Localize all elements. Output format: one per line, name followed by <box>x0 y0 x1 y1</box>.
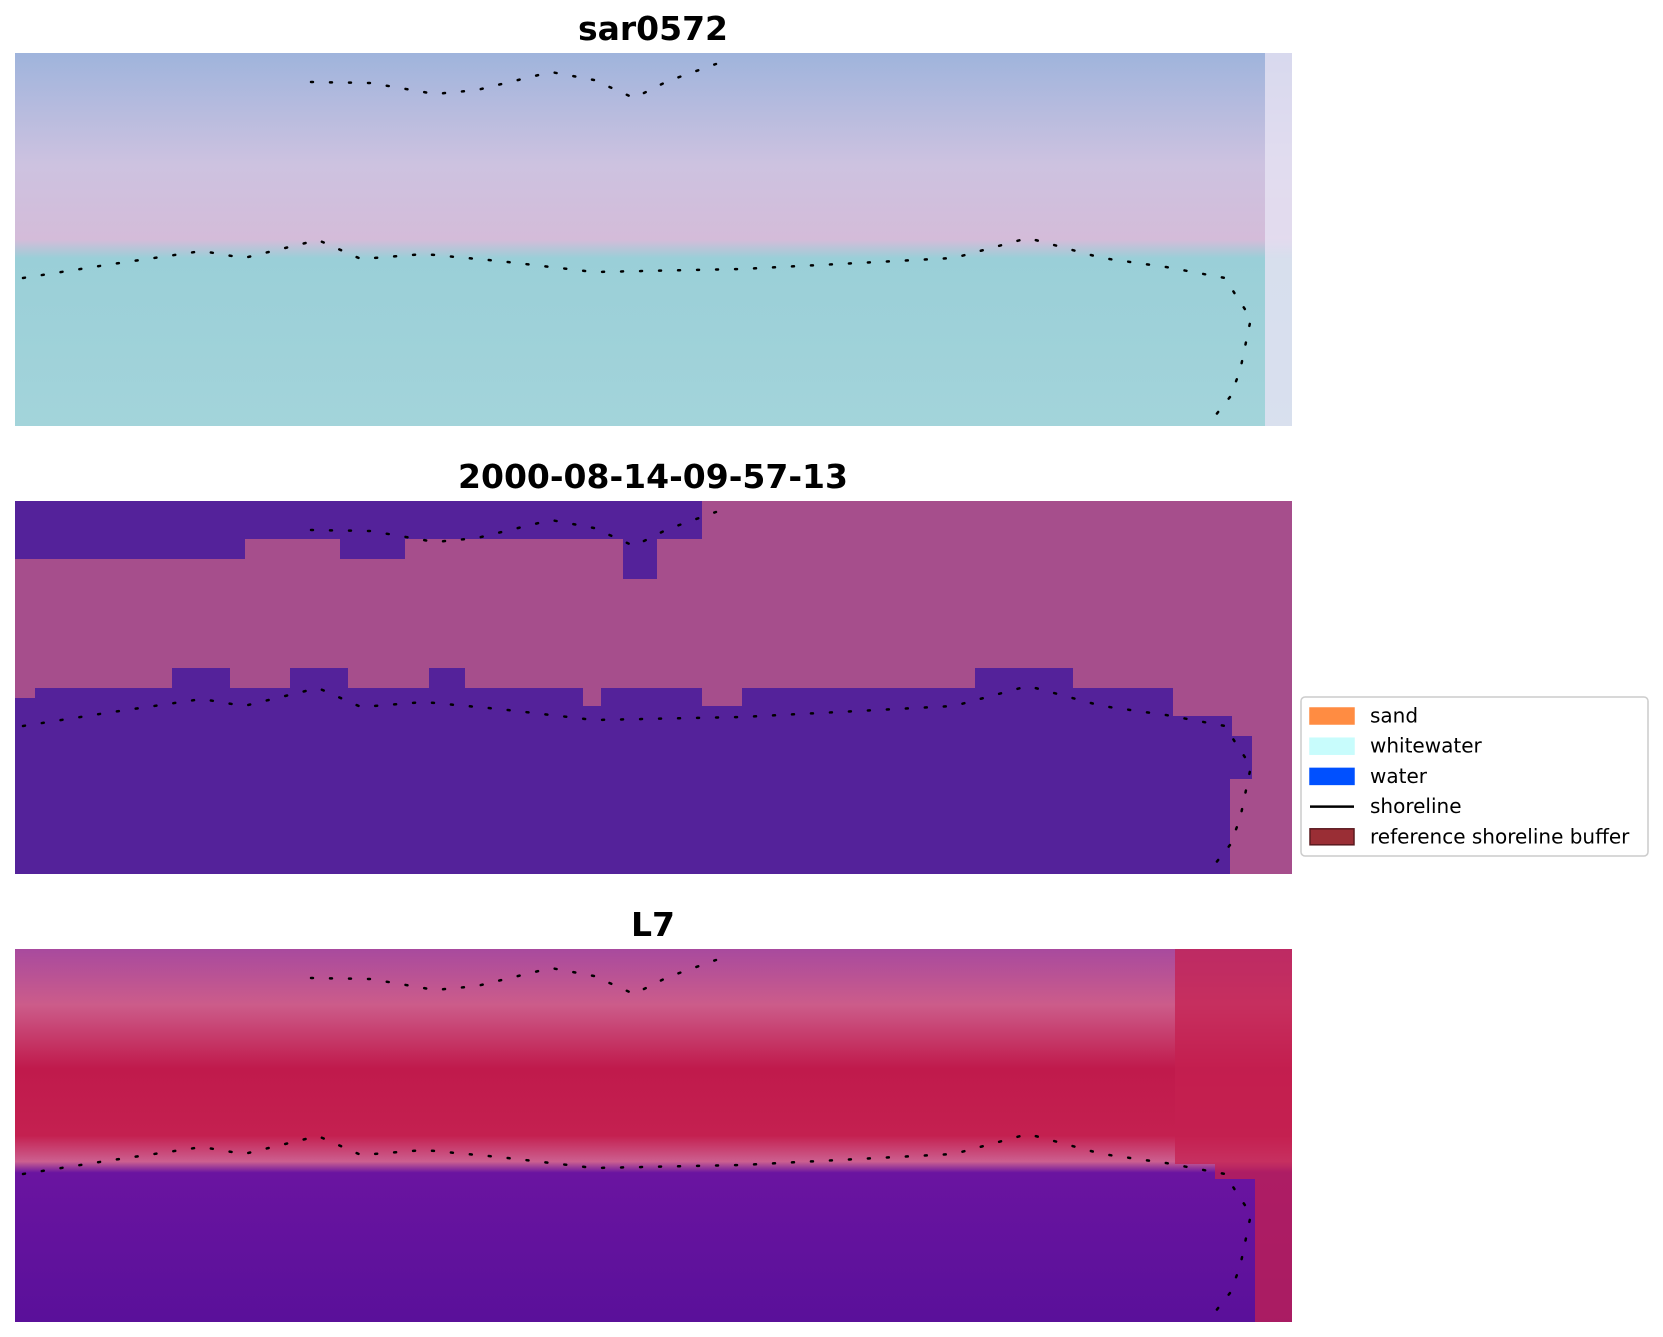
legend-patch <box>1309 767 1355 786</box>
legend-label: whitewater <box>1370 734 1482 758</box>
legend-label: reference shoreline buffer <box>1370 824 1630 848</box>
legend-label: sand <box>1370 704 1418 728</box>
legend: sand whitewater water shoreline reference sh… <box>1300 696 1649 857</box>
panel-title: L7 <box>631 905 675 944</box>
legend-patch <box>1309 828 1355 846</box>
panel-image <box>15 501 1292 874</box>
legend-patch <box>1309 707 1355 725</box>
panel-title: 2000-08-14-09-57-13 <box>458 457 848 496</box>
panel-title: sar0572 <box>578 9 728 48</box>
panel-image <box>15 53 1292 426</box>
legend-label: water <box>1370 764 1428 788</box>
legend-patch <box>1309 737 1355 755</box>
panel-image <box>15 949 1292 1322</box>
legend-label: shoreline <box>1370 794 1462 818</box>
